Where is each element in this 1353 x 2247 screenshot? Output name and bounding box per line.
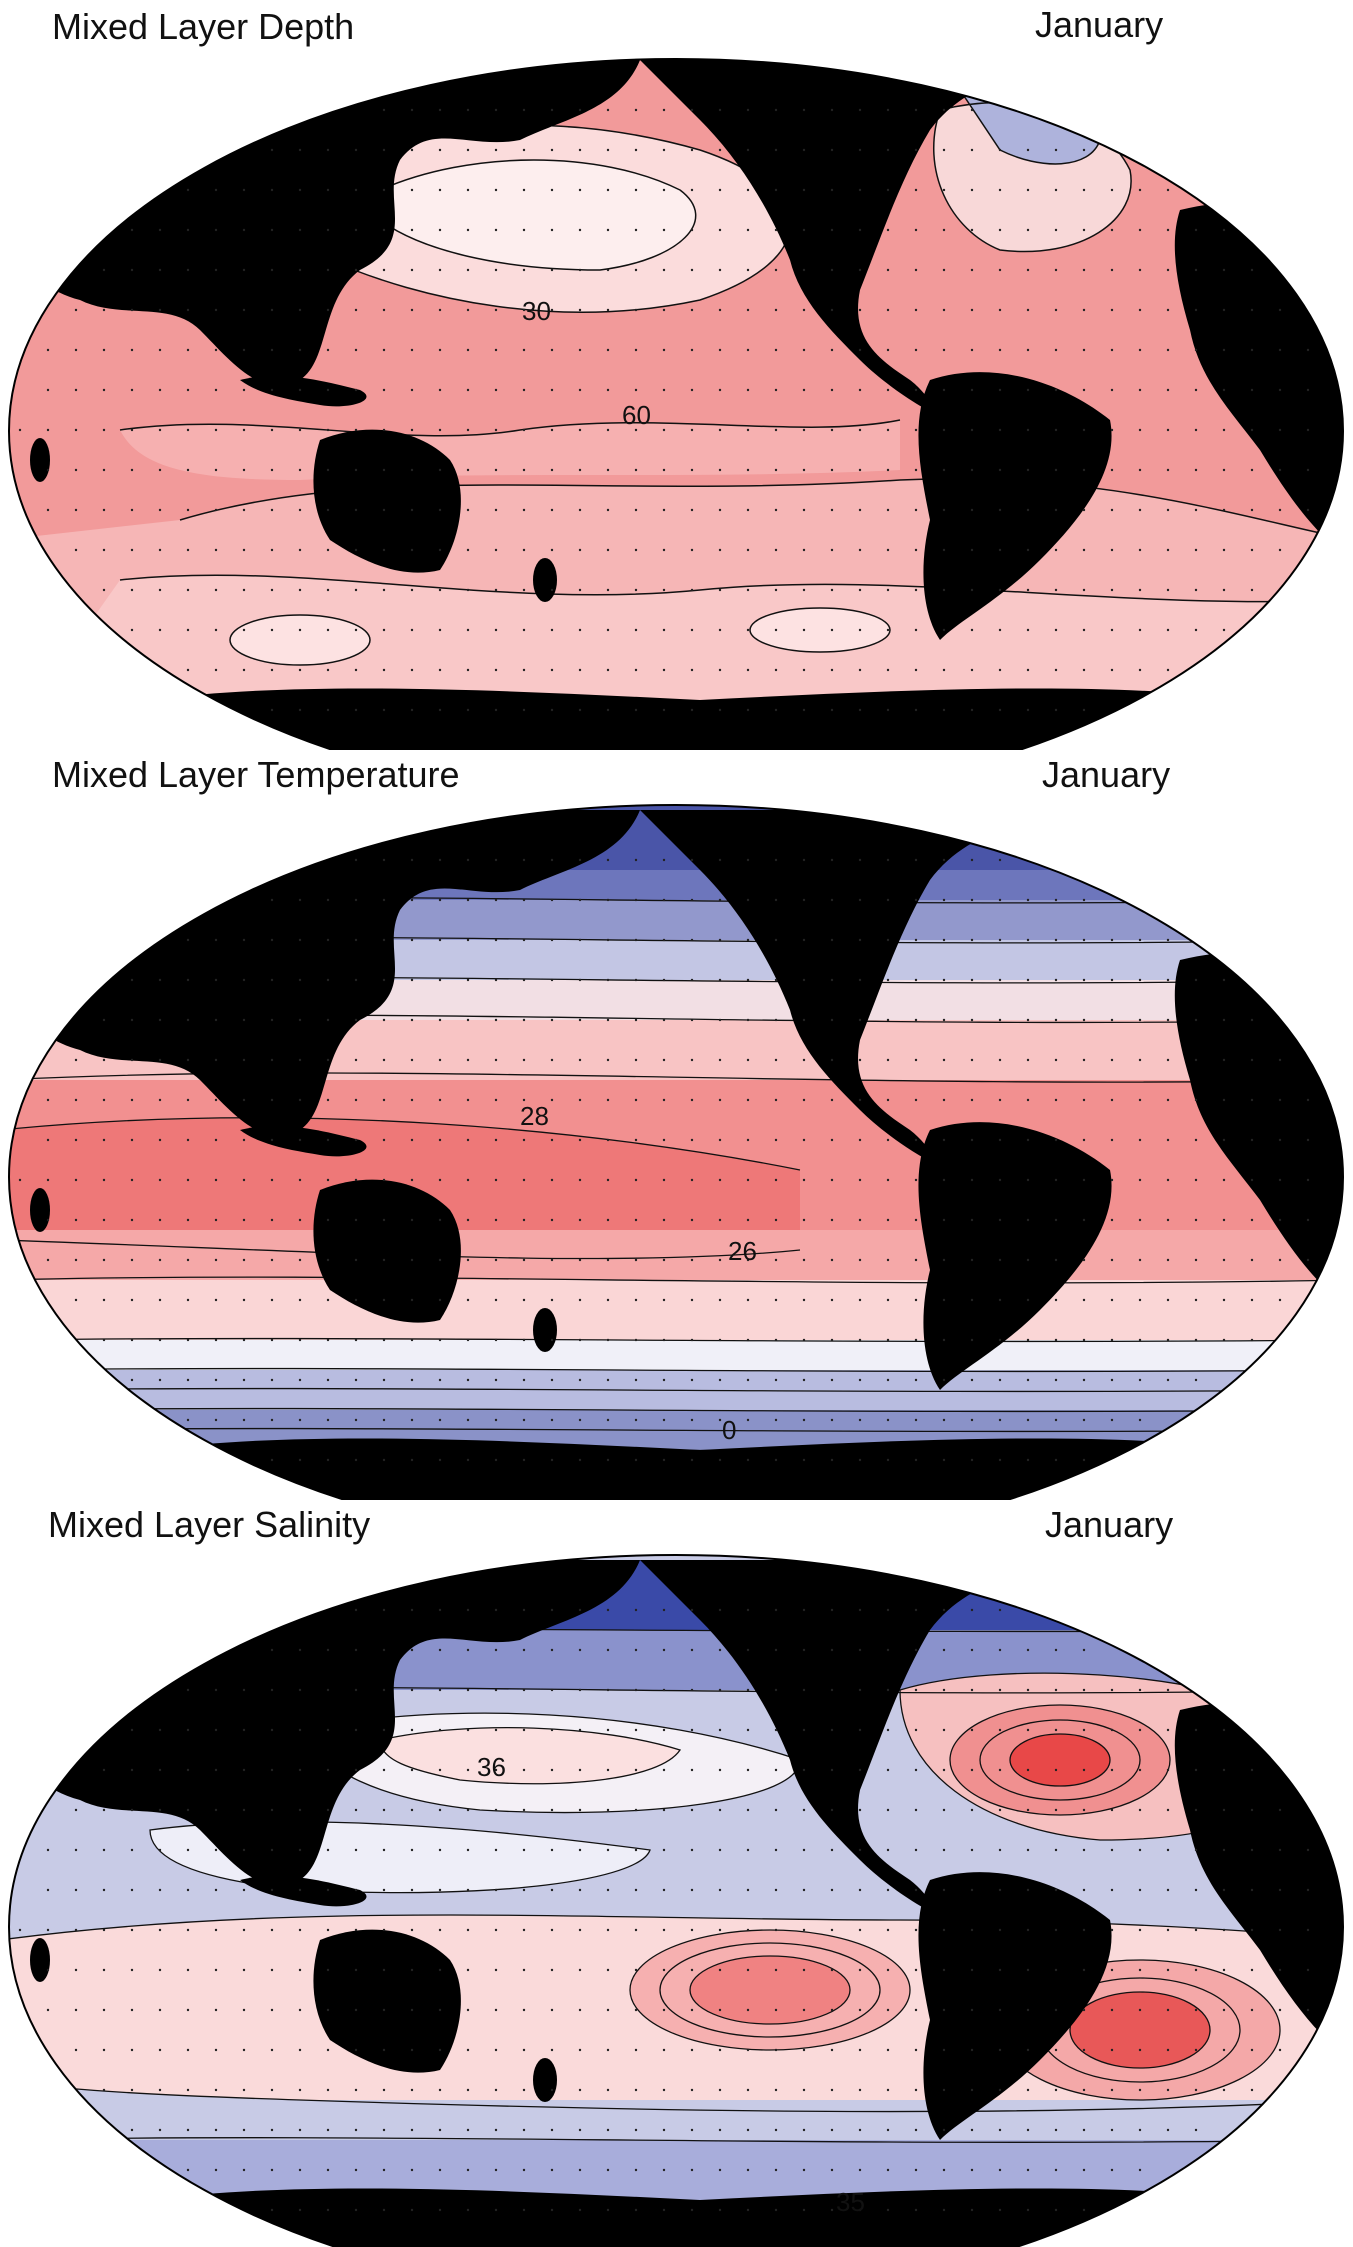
contour-line [1069,1991,1211,2069]
land-north-america [640,60,1050,420]
grid-dots [18,108,1310,712]
contour-label: 30 [522,296,551,326]
contour-line [379,159,697,271]
contour-line [9,1914,1343,1941]
contour-line [379,1727,682,1785]
contour-line [9,2079,1343,2113]
land-south-america [918,1122,1112,1390]
land-indonesia [240,375,367,407]
contour-line [979,1719,1141,1801]
land-antarctica [9,2188,1343,2247]
sal-band [1070,1992,1210,2068]
contour-label: 60 [622,400,651,430]
contour-line [9,1387,1343,1393]
land-south-america [918,372,1112,640]
panel-title: Mixed Layer Depth [52,6,355,47]
land-antarctica [9,1438,1343,1500]
land-madagascar [30,1938,50,1982]
land-australia [313,429,461,573]
contour-line [659,1942,881,2038]
panel-month: January [1045,1504,1174,1545]
land-new-zealand [533,1308,557,1352]
contour-line [9,1407,1343,1413]
contour-line [749,607,891,653]
contour-line [299,1712,801,1814]
contour-band [230,615,370,665]
contour-line [949,1704,1171,1816]
contour-line [119,419,901,437]
panel-month: January [1042,754,1171,795]
contour-label: 26 [728,1236,757,1266]
land-australia [313,1929,461,2073]
land-indonesia [240,1875,367,1907]
panel-month: January [1035,4,1164,45]
contour-label: 28 [520,1101,549,1131]
land-madagascar [30,438,50,482]
contour-line [689,1955,851,2025]
panel-title: Mixed Layer Salinity [48,1504,371,1545]
contour-line [9,1072,1343,1083]
land-madagascar [30,1188,50,1232]
contour-label: 36 [477,1752,506,1782]
map-mixed-layer-temperature: 28 26 0 [8,804,1344,1500]
land-north-america [640,1560,1050,1920]
land-antarctica [9,688,1343,750]
contour-label: 0 [722,1415,736,1445]
temp-band [9,870,1343,900]
land-north-america [640,810,1050,1170]
contour-line [9,1367,1343,1373]
contour-line [229,614,371,666]
sal-band [380,1727,680,1784]
land-indonesia [240,1125,367,1157]
contour-band [380,160,696,270]
map-border [8,804,1344,1500]
land-new-zealand [533,2058,557,2102]
contour-line [9,1337,1343,1343]
contour-line [629,1929,911,2051]
map-border [8,1554,1344,2247]
map-border [8,58,1344,750]
map-mixed-layer-depth: 30 60 [8,58,1344,750]
grid-dots [18,1608,1310,2212]
contour-line [1009,1733,1111,1787]
panel-mixed-layer-salinity: Mixed Layer Salinity January [0,1500,1353,2247]
grid-dots [18,858,1310,1462]
contour-line [9,1276,1343,1284]
sal-band [9,2100,1343,2140]
temp-band [9,1280,1343,1340]
panel-mixed-layer-depth: Mixed Layer Depth January [0,0,1353,750]
sal-band [690,1956,850,2024]
contour-line [149,1821,651,1894]
land-south-america [918,1872,1112,2140]
sal-band [1010,1734,1110,1786]
land-new-zealand [533,558,557,602]
sal-band [20,1725,50,1765]
contour-band [750,608,890,652]
contour-line [9,2137,1343,2143]
map-mixed-layer-salinity: 36 35 [8,1554,1344,2247]
land-australia [313,1179,461,1323]
temp-band [9,1230,1343,1280]
contour-line [119,574,1343,603]
panel-mixed-layer-temperature: Mixed Layer Temperature January [0,750,1353,1500]
sal-band [1300,1700,1343,1730]
temp-band [9,1340,1343,1370]
panel-title: Mixed Layer Temperature [52,754,460,795]
contour-label: 35 [836,2187,865,2217]
contour-line [9,1117,801,1171]
